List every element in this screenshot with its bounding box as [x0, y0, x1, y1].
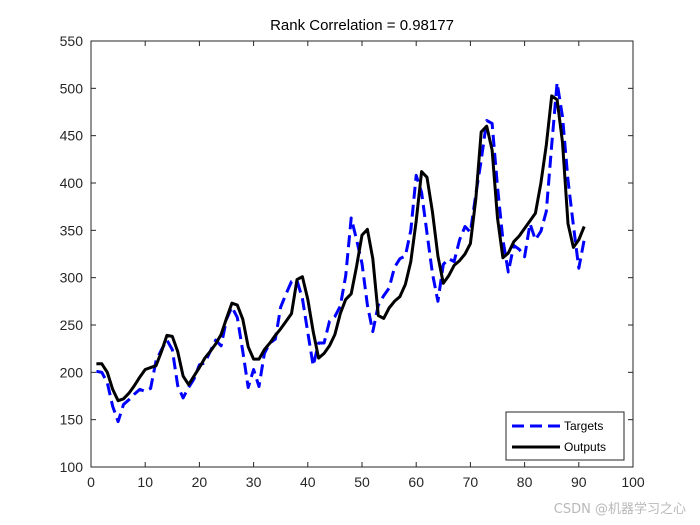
x-tick-label: 0	[87, 474, 95, 490]
series-layer	[96, 81, 586, 424]
x-axis: 0 10 20 30 40 50 60 70 80 90 100	[87, 41, 645, 490]
y-tick-label: 550	[60, 33, 84, 49]
plot-area: 0 10 20 30 40 50 60 70 80 90 100 100 150 200 250 300 35…	[60, 33, 645, 490]
legend: Targets Outputs	[505, 411, 625, 461]
y-tick-label: 500	[60, 80, 84, 96]
y-tick-label: 300	[60, 270, 84, 286]
y-axis: 100 150 200 250 300 350 400 450 500 550	[60, 33, 633, 475]
y-tick-label: 250	[60, 317, 84, 333]
watermark: CSDN @机器学习之心	[553, 502, 686, 517]
x-tick-label: 100	[621, 474, 645, 490]
x-tick-label: 80	[517, 474, 533, 490]
x-tick-label: 60	[408, 474, 424, 490]
y-tick-label: 350	[60, 222, 84, 238]
legend-box	[505, 411, 625, 461]
x-tick-label: 90	[571, 474, 587, 490]
legend-label-outputs: Outputs	[564, 440, 606, 454]
chart-title: Rank Correlation = 0.98177	[270, 17, 454, 34]
y-tick-label: 450	[60, 128, 84, 144]
series-line-outputs	[96, 94, 586, 403]
x-tick-label: 50	[354, 474, 370, 490]
x-tick-label: 70	[463, 474, 479, 490]
y-tick-label: 150	[60, 412, 84, 428]
y-tick-label: 200	[60, 364, 84, 380]
x-tick-label: 20	[192, 474, 208, 490]
y-tick-label: 100	[60, 459, 84, 475]
series-line-targets	[96, 81, 586, 424]
x-tick-label: 30	[246, 474, 262, 490]
x-tick-label: 10	[137, 474, 153, 490]
legend-label-targets: Targets	[564, 419, 603, 433]
x-tick-label: 40	[300, 474, 316, 490]
y-tick-label: 400	[60, 175, 84, 191]
